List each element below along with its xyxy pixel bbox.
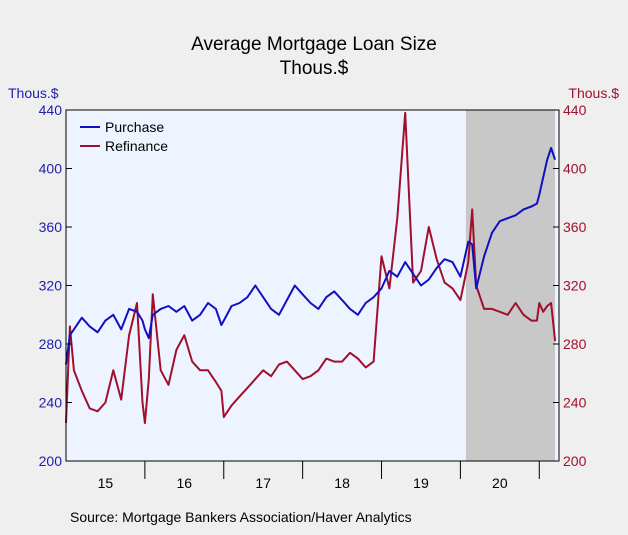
- x-tick-label: 17: [255, 475, 271, 491]
- right-y-tick-label: 440: [563, 102, 587, 118]
- x-axis: 15 16 17 18 19 20: [98, 461, 540, 491]
- right-y-tick-label: 400: [563, 161, 587, 177]
- right-y-tick-label: 320: [563, 278, 587, 294]
- x-tick-label: 15: [98, 475, 114, 491]
- left-y-tick-label: 200: [39, 453, 63, 469]
- legend: Purchase Refinance: [80, 119, 168, 154]
- chart-title: Average Mortgage Loan Size: [191, 34, 437, 55]
- left-y-tick-label: 440: [39, 102, 63, 118]
- legend-label-refinance: Refinance: [105, 138, 168, 154]
- source-note: Source: Mortgage Bankers Association/Hav…: [70, 509, 412, 525]
- x-tick-label: 18: [334, 475, 350, 491]
- right-y-tick-label: 240: [563, 395, 587, 411]
- left-y-tick-label: 400: [39, 161, 63, 177]
- left-y-tick-label: 240: [39, 395, 63, 411]
- x-tick-label: 20: [492, 475, 508, 491]
- series-line-refinance: [65, 111, 557, 424]
- shaded-region: [465, 110, 556, 461]
- x-tick-label: 19: [413, 475, 429, 491]
- left-y-tick-label: 280: [39, 336, 63, 352]
- left-axis-label: Thous.$: [8, 85, 59, 101]
- series-layer: [65, 111, 557, 424]
- right-y-tick-label: 200: [563, 453, 587, 469]
- right-y-tick-label: 360: [563, 219, 587, 235]
- right-y-tick-label: 280: [563, 336, 587, 352]
- x-tick-label: 16: [177, 475, 193, 491]
- chart-subtitle: Thous.$: [280, 58, 349, 79]
- left-y-axis: 200 240 280 320 360 400 440: [39, 102, 72, 469]
- legend-label-purchase: Purchase: [105, 119, 164, 135]
- right-axis-label: Thous.$: [568, 85, 619, 101]
- right-y-axis: 200 240 280 320 360 400 440: [553, 102, 587, 469]
- left-y-tick-label: 360: [39, 219, 63, 235]
- left-y-tick-label: 320: [39, 278, 63, 294]
- series-line-purchase: [65, 147, 557, 365]
